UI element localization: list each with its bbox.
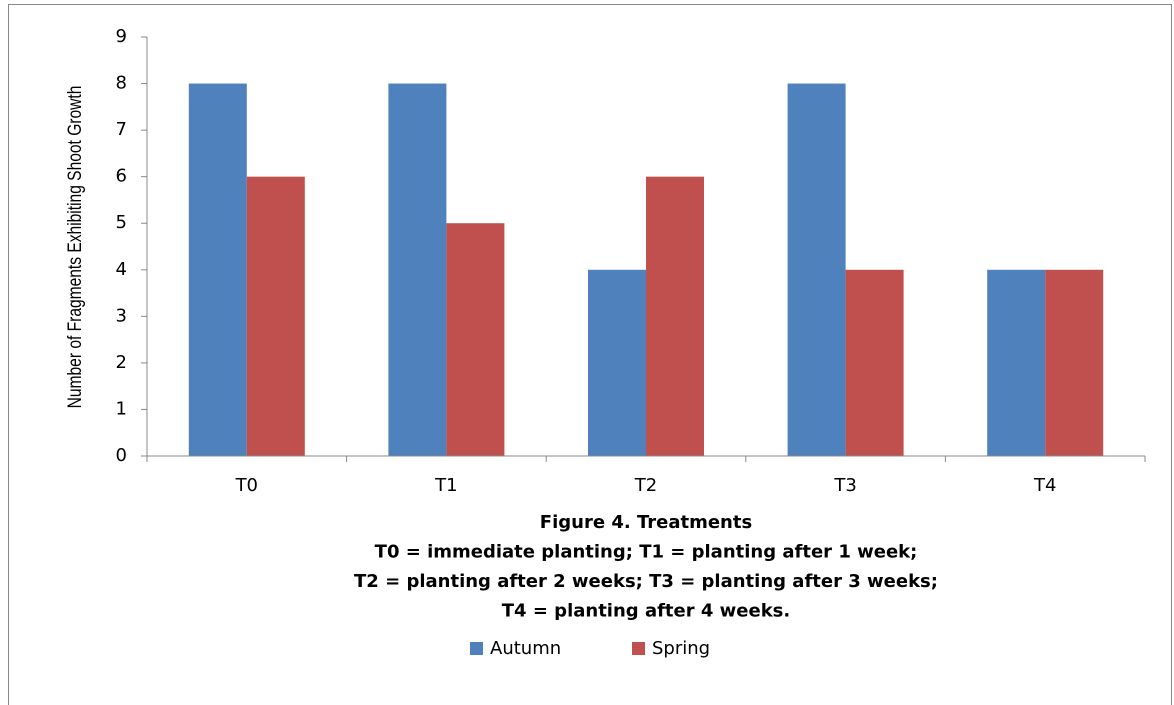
y-tick-label: 9 <box>116 26 127 47</box>
bar <box>845 269 904 456</box>
bar <box>446 223 505 456</box>
y-tick-label: 1 <box>116 398 127 419</box>
x-axis-label: T4 = planting after 4 weeks. <box>502 601 790 622</box>
x-tick-label: T2 <box>634 475 657 496</box>
x-tick-label: T0 <box>235 475 258 496</box>
y-tick-label: 4 <box>116 259 127 280</box>
legend-label: Autumn <box>490 638 561 659</box>
bar <box>588 269 646 456</box>
y-tick-label: 0 <box>116 445 127 466</box>
y-tick-label: 3 <box>116 305 127 326</box>
x-tick-label: T3 <box>833 475 856 496</box>
bar <box>388 83 447 457</box>
legend-swatch <box>470 642 483 655</box>
legend-label: Spring <box>652 638 710 659</box>
x-axis-label: T2 = planting after 2 weeks; T3 = planti… <box>354 571 938 592</box>
x-axis-label: Figure 4. Treatments <box>540 512 752 533</box>
y-tick-label: 6 <box>116 166 127 187</box>
bar <box>1045 269 1104 456</box>
y-tick-label: 8 <box>116 73 127 94</box>
legend-swatch <box>632 642 645 655</box>
x-tick-label: T1 <box>434 475 457 496</box>
bar <box>188 83 247 457</box>
bar <box>987 269 1046 456</box>
x-tick-label: T4 <box>1033 475 1056 496</box>
bar <box>787 83 846 457</box>
y-axis-label: Number of Fragments Exhibiting Shoot Gro… <box>64 86 86 409</box>
y-tick-label: 2 <box>116 352 127 373</box>
y-tick-label: 5 <box>116 212 127 233</box>
bar <box>246 176 305 456</box>
y-tick-label: 7 <box>116 119 127 140</box>
bar <box>646 176 704 456</box>
x-axis-label: T0 = immediate planting; T1 = planting a… <box>375 542 918 563</box>
